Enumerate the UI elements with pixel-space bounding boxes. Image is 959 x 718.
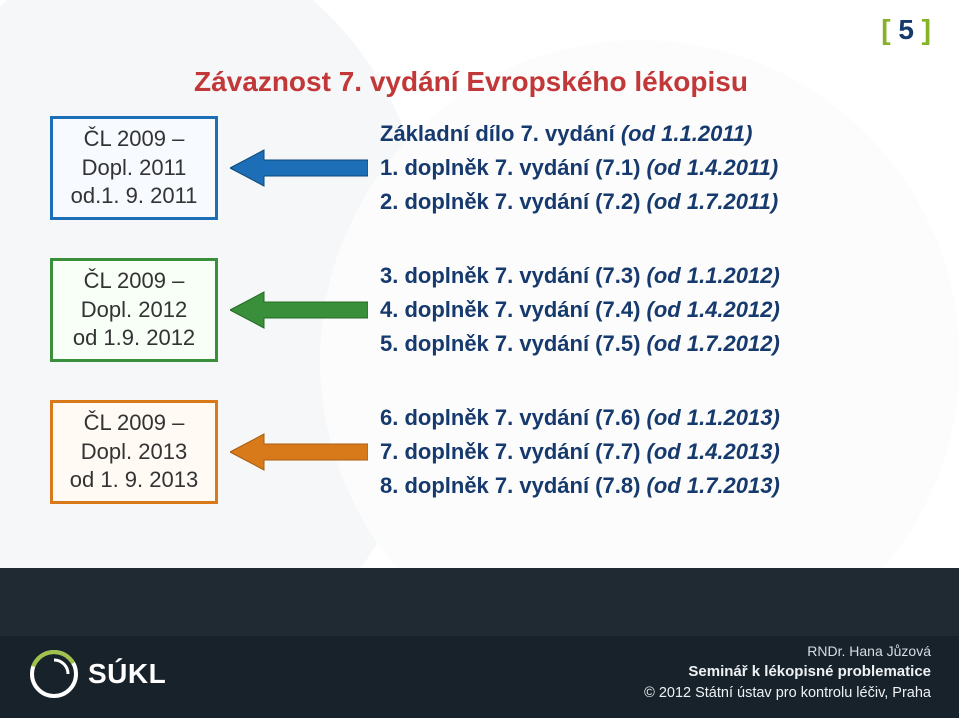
content-row: ČL 2009 – Dopl. 2012 od 1.9. 2012 3. dop… [50,258,919,362]
box-line: od 1. 9. 2013 [57,466,211,495]
seminar-title: Seminář k lékopisné problematice [644,661,931,683]
content-row: ČL 2009 – Dopl. 2011 od.1. 9. 2011 Zákla… [50,116,919,220]
box-line: od 1.9. 2012 [57,324,211,353]
content-row: ČL 2009 – Dopl. 2013 od 1. 9. 2013 6. do… [50,400,919,504]
box-line: ČL 2009 – [57,267,211,296]
list-item: 7. doplněk 7. vydání (7.7) (od 1.4.2013) [380,435,780,469]
list-item: Základní dílo 7. vydání (od 1.1.2011) [380,117,778,151]
box-line: Dopl. 2013 [57,438,211,467]
list-item: 4. doplněk 7. vydání (7.4) (od 1.4.2012) [380,293,780,327]
footer: SÚKL RNDr. Hana Jůzová Seminář k lékopis… [0,568,959,718]
bracket-open: [ [881,14,890,45]
version-box-2013: ČL 2009 – Dopl. 2013 od 1. 9. 2013 [50,400,218,504]
arrow-left-icon [230,148,368,188]
box-line: od.1. 9. 2011 [57,182,211,211]
copyright: © 2012 Státní ústav pro kontrolu léčiv, … [644,683,931,704]
footer-top-bar [0,568,959,636]
version-box-2012: ČL 2009 – Dopl. 2012 od 1.9. 2012 [50,258,218,362]
page-number: [ 5 ] [881,14,931,46]
supplement-list: 3. doplněk 7. vydání (7.3) (od 1.1.2012)… [380,259,780,361]
list-item: 6. doplněk 7. vydání (7.6) (od 1.1.2013) [380,401,780,435]
box-line: Dopl. 2011 [57,154,211,183]
list-item: 2. doplněk 7. vydání (7.2) (od 1.7.2011) [380,185,778,219]
box-line: Dopl. 2012 [57,296,211,325]
logo: SÚKL [30,650,166,698]
list-item: 3. doplněk 7. vydání (7.3) (od 1.1.2012) [380,259,780,293]
author-name: RNDr. Hana Jůzová [644,641,931,661]
logo-icon [30,650,78,698]
box-line: ČL 2009 – [57,409,211,438]
list-item: 5. doplněk 7. vydání (7.5) (od 1.7.2012) [380,327,780,361]
logo-text: SÚKL [88,658,166,690]
page-number-value: 5 [898,14,914,45]
slide-title: Závaznost 7. vydání Evropského lékopisu [194,66,748,98]
slide: [ 5 ] Závaznost 7. vydání Evropského lék… [0,0,959,718]
footer-credits: RNDr. Hana Jůzová Seminář k lékopisné pr… [644,641,931,704]
version-box-2011: ČL 2009 – Dopl. 2011 od.1. 9. 2011 [50,116,218,220]
supplement-list: Základní dílo 7. vydání (od 1.1.2011) 1.… [380,117,778,219]
box-line: ČL 2009 – [57,125,211,154]
list-item: 1. doplněk 7. vydání (7.1) (od 1.4.2011) [380,151,778,185]
arrow-left-icon [230,290,368,330]
list-item: 8. doplněk 7. vydání (7.8) (od 1.7.2013) [380,469,780,503]
supplement-list: 6. doplněk 7. vydání (7.6) (od 1.1.2013)… [380,401,780,503]
arrow-left-icon [230,432,368,472]
bracket-close: ] [922,14,931,45]
